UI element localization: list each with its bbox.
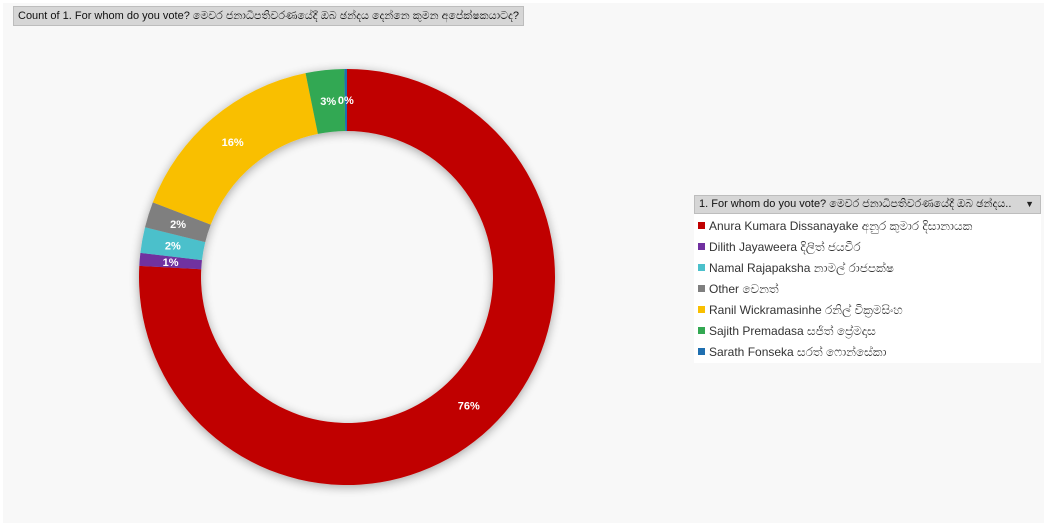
legend-field-button[interactable]: 1. For whom do you vote? මෙවර ජනාධිපතිවර…: [694, 195, 1041, 214]
legend-swatch: [698, 348, 705, 356]
donut-chart: 76% 1% 2% 2% 16% 3% 0%: [139, 69, 556, 485]
legend-item-label: Namal Rajapaksha නාමල් රාජපක්ෂ: [709, 261, 894, 275]
data-label: 1%: [163, 257, 179, 269]
legend: 1. For whom do you vote? මෙවර ජනාධිපතිවර…: [694, 195, 1041, 363]
legend-swatch: [698, 285, 705, 293]
data-label: 2%: [165, 241, 181, 253]
legend-item[interactable]: Dilith Jayaweera දිලිත් ජයවීර: [694, 237, 1041, 258]
data-label: 3%: [320, 96, 336, 108]
legend-item[interactable]: Anura Kumara Dissanayake අනුර කුමාර දිසා…: [694, 216, 1041, 237]
donut-slice[interactable]: [139, 69, 556, 485]
donut-slice[interactable]: [152, 73, 318, 225]
legend-item-label: Dilith Jayaweera දිලිත් ජයවීර: [709, 240, 861, 254]
donut-slice[interactable]: [140, 227, 206, 261]
data-label: 0%: [338, 95, 354, 107]
data-label: 2%: [170, 219, 186, 231]
legend-item-label: Anura Kumara Dissanayake අනුර කුමාර දිසා…: [709, 219, 973, 233]
legend-swatch: [698, 327, 705, 335]
donut-slice[interactable]: [305, 69, 346, 134]
legend-swatch: [698, 264, 705, 272]
legend-item-label: Sajith Premadasa සජිත් ප්‍රේමදාස: [709, 324, 876, 338]
chart-title-field-button[interactable]: Count of 1. For whom do you vote? මෙවර ජ…: [13, 6, 525, 26]
legend-header-label: 1. For whom do you vote? මෙවර ජනාධිපතිවර…: [699, 198, 1012, 210]
legend-item[interactable]: Namal Rajapaksha නාමල් රාජපක්ෂ: [694, 258, 1041, 279]
donut-slice[interactable]: [145, 202, 211, 243]
legend-item-label: Sarath Fonseka සරත් ෆොන්සේකා: [709, 345, 887, 359]
legend-swatch: [698, 243, 705, 251]
donut-slice[interactable]: [139, 252, 202, 270]
legend-swatch: [698, 222, 705, 230]
data-label: 16%: [222, 137, 244, 149]
legend-item[interactable]: Other වෙනත්: [694, 279, 1041, 300]
donut-slice[interactable]: [344, 69, 347, 132]
legend-item-label: Ranil Wickramasinhe රනිල් වික්‍රමසිංහ: [709, 303, 903, 317]
legend-swatch: [698, 306, 705, 314]
legend-items: Anura Kumara Dissanayake අනුර කුමාර දිසා…: [694, 214, 1041, 363]
data-label: 76%: [458, 400, 480, 412]
legend-item[interactable]: Ranil Wickramasinhe රනිල් වික්‍රමසිංහ: [694, 300, 1041, 321]
legend-item[interactable]: Sajith Premadasa සජිත් ප්‍රේමදාස: [694, 321, 1041, 342]
legend-item[interactable]: Sarath Fonseka සරත් ෆොන්සේකා: [694, 342, 1041, 363]
dropdown-arrow-icon[interactable]: ▼: [1025, 199, 1034, 209]
legend-item-label: Other වෙනත්: [709, 282, 779, 296]
